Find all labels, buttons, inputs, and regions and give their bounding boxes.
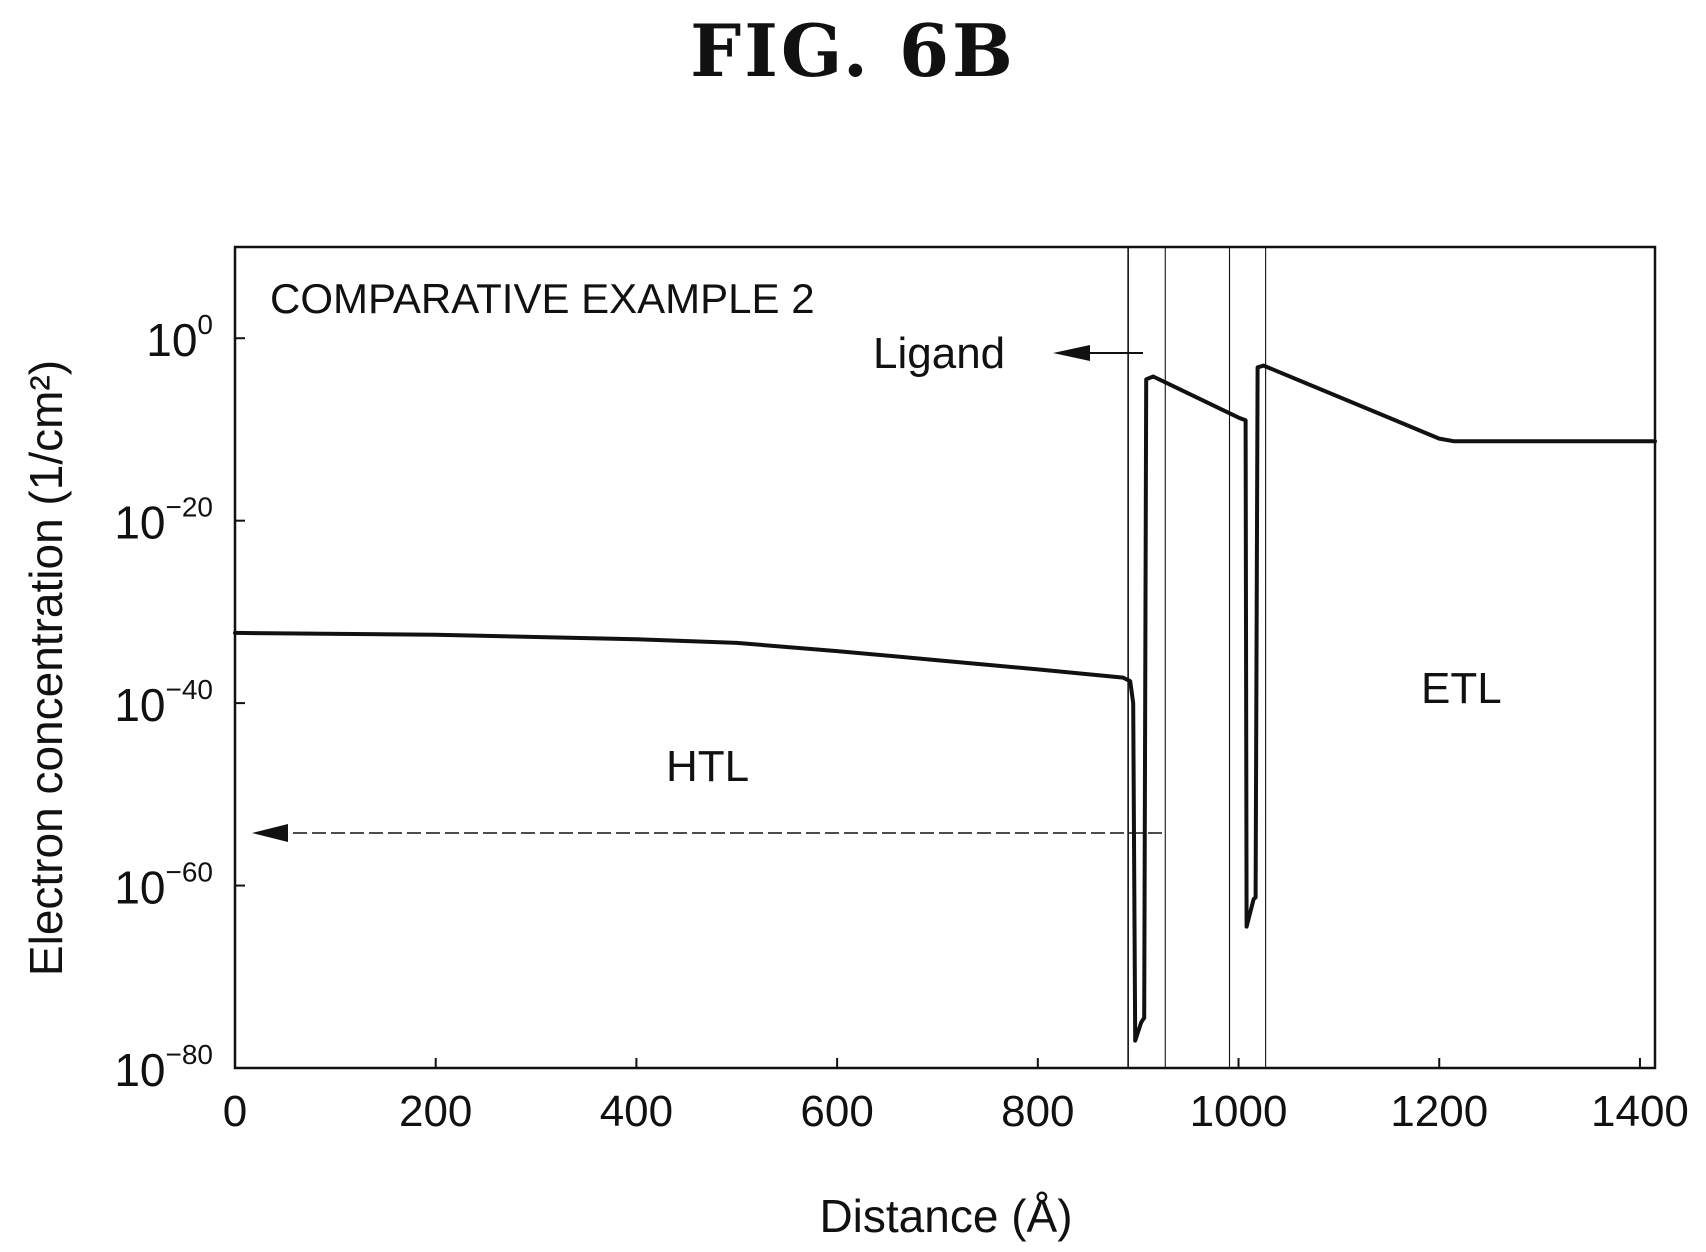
ligand-label: Ligand [873,329,1005,378]
x-tick-label: 1200 [1390,1087,1488,1136]
y-tick-label: 10−80 [114,1039,213,1096]
y-tick-label: 10−60 [114,857,213,914]
htl-label: HTL [666,742,749,791]
x-tick-label: 600 [800,1087,873,1136]
x-axis-ticks: 0 200 400 600 800 1000 1200 1400 [223,1058,1689,1136]
x-tick-label: 200 [399,1087,472,1136]
ligand-arrow-head [1053,345,1090,361]
x-tick-label: 400 [600,1087,673,1136]
x-axis-label: Distance (Å) [819,1190,1072,1242]
etl-label: ETL [1421,664,1502,713]
y-tick-label: 10−40 [114,674,213,731]
chart-title: COMPARATIVE EXAMPLE 2 [270,275,815,322]
hole-arrow-head [252,824,288,842]
series-group [233,363,1657,1043]
plot-frame [233,245,1657,1070]
y-tick-label: 100 [146,309,213,366]
y-axis-label: Electron concentration (1/cm²) [20,360,72,976]
y-axis-ticks: 100 10−20 10−40 10−60 10−80 [114,309,245,1096]
x-tick-label: 800 [1001,1087,1074,1136]
x-tick-label: 0 [223,1087,247,1136]
electron-concentration-line [233,363,1657,1043]
x-tick-label: 1000 [1190,1087,1288,1136]
y-tick-label: 10−20 [114,492,213,549]
figure-title: FIG. 6B [690,8,1016,93]
x-tick-label: 1400 [1591,1087,1689,1136]
